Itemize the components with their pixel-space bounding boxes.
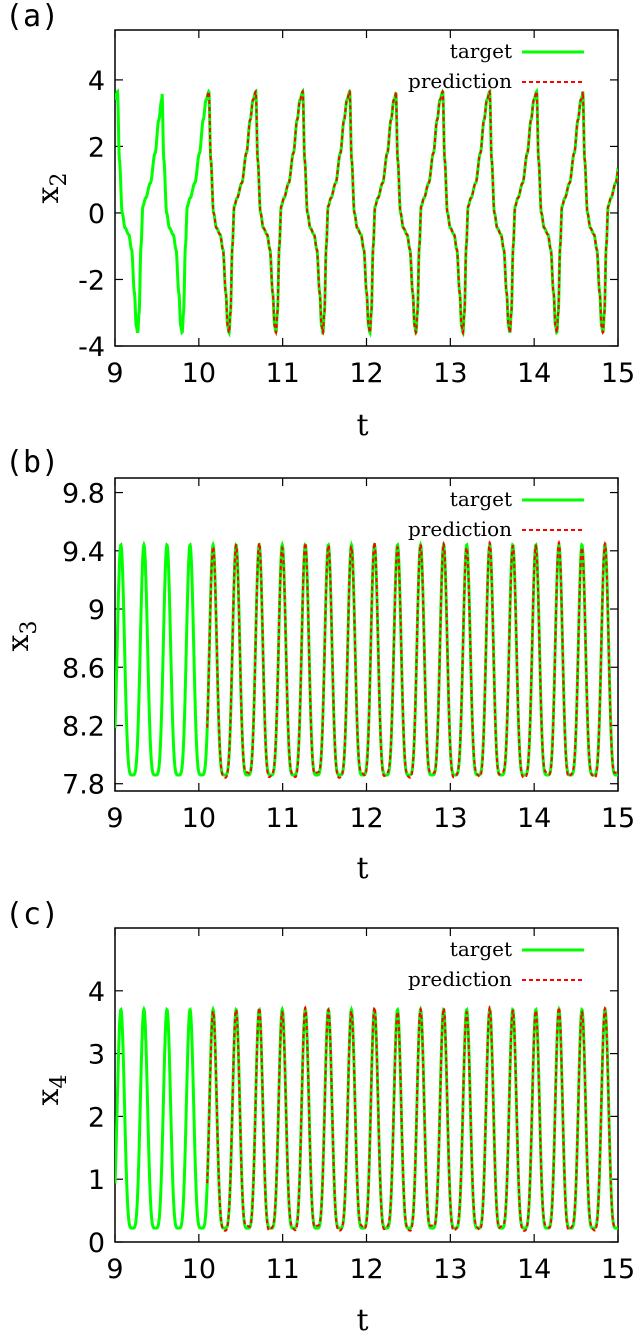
x-tick-label: 9 bbox=[106, 803, 123, 834]
y-tick-label: 8.2 bbox=[62, 711, 105, 742]
y-tick-label: -4 bbox=[78, 332, 105, 363]
legend-label-target: target bbox=[450, 39, 512, 63]
x-tick-label: 13 bbox=[433, 1254, 467, 1285]
y-axis-label-main: x bbox=[31, 186, 66, 203]
y-tick-label: 1 bbox=[88, 1165, 105, 1196]
legend-label-target: target bbox=[450, 937, 512, 961]
panel-label: (b) bbox=[5, 445, 59, 480]
series-line-prediction bbox=[206, 89, 618, 337]
y-tick-label: 0 bbox=[88, 199, 105, 230]
x-tick-label: 13 bbox=[433, 358, 467, 389]
y-axis-label: x2 bbox=[31, 173, 72, 204]
x-axis-label: t bbox=[356, 851, 368, 886]
y-tick-label: 7.8 bbox=[62, 770, 105, 801]
x-tick-label: 13 bbox=[433, 803, 467, 834]
y-tick-label: 9 bbox=[88, 595, 105, 626]
y-tick-label: 8.6 bbox=[62, 653, 105, 684]
x-tick-label: 9 bbox=[106, 358, 123, 389]
legend-label-prediction: prediction bbox=[408, 69, 512, 93]
x-axis-label: t bbox=[356, 1303, 368, 1334]
y-tick-label: 2 bbox=[88, 1102, 105, 1133]
y-axis-label-main: x bbox=[31, 1088, 66, 1105]
y-tick-label: 4 bbox=[88, 977, 105, 1008]
x-tick-label: 15 bbox=[601, 1254, 635, 1285]
legend-label-prediction: prediction bbox=[408, 517, 512, 541]
y-axis-label: x3 bbox=[1, 621, 42, 652]
panel-label: (a) bbox=[5, 0, 59, 34]
panel-1: (b) 9 10 11 12 13 14 15 7.8 8.2 8.6 9 9.4 9.8 t x3 targe… bbox=[1, 445, 635, 886]
x-tick-label: 15 bbox=[601, 358, 635, 389]
y-axis-label-subscript: 2 bbox=[47, 173, 72, 187]
x-tick-label: 14 bbox=[517, 803, 551, 834]
x-tick-label: 10 bbox=[182, 358, 216, 389]
y-tick-label: 3 bbox=[88, 1040, 105, 1071]
series-line-target bbox=[115, 87, 618, 338]
y-axis-label-main: x bbox=[1, 634, 36, 651]
x-tick-label: 11 bbox=[265, 1254, 299, 1285]
x-tick-label: 12 bbox=[349, 358, 383, 389]
x-axis-label: t bbox=[356, 408, 368, 443]
y-axis-label-subscript: 4 bbox=[47, 1075, 72, 1089]
y-axis-label: x4 bbox=[31, 1075, 72, 1106]
series-line-target bbox=[115, 540, 618, 777]
x-tick-label: 11 bbox=[265, 803, 299, 834]
series-line-prediction bbox=[206, 1004, 618, 1232]
panel-label: (c) bbox=[5, 897, 59, 932]
x-tick-label: 10 bbox=[182, 803, 216, 834]
x-tick-label: 9 bbox=[106, 1254, 123, 1285]
x-tick-label: 12 bbox=[349, 803, 383, 834]
x-tick-label: 11 bbox=[265, 358, 299, 389]
y-tick-label: 0 bbox=[88, 1228, 105, 1259]
y-tick-label: 9.4 bbox=[62, 537, 105, 568]
y-tick-label: 2 bbox=[88, 132, 105, 163]
series-line-prediction bbox=[206, 539, 618, 779]
panel-0: (a)9 10 11 12 13 14 15-4-2024tx2targetpredicti… bbox=[5, 0, 635, 443]
x-tick-label: 15 bbox=[601, 803, 635, 834]
y-tick-label: -2 bbox=[78, 265, 105, 296]
x-tick-label: 14 bbox=[517, 1254, 551, 1285]
x-tick-label: 14 bbox=[517, 358, 551, 389]
y-axis-label-subscript: 3 bbox=[17, 621, 42, 635]
legend-label-target: target bbox=[450, 487, 512, 511]
legend-label-prediction: prediction bbox=[408, 967, 512, 991]
y-tick-label: 9.8 bbox=[62, 479, 105, 510]
x-tick-label: 12 bbox=[349, 1254, 383, 1285]
y-tick-label: 4 bbox=[88, 66, 105, 97]
x-tick-label: 10 bbox=[182, 1254, 216, 1285]
